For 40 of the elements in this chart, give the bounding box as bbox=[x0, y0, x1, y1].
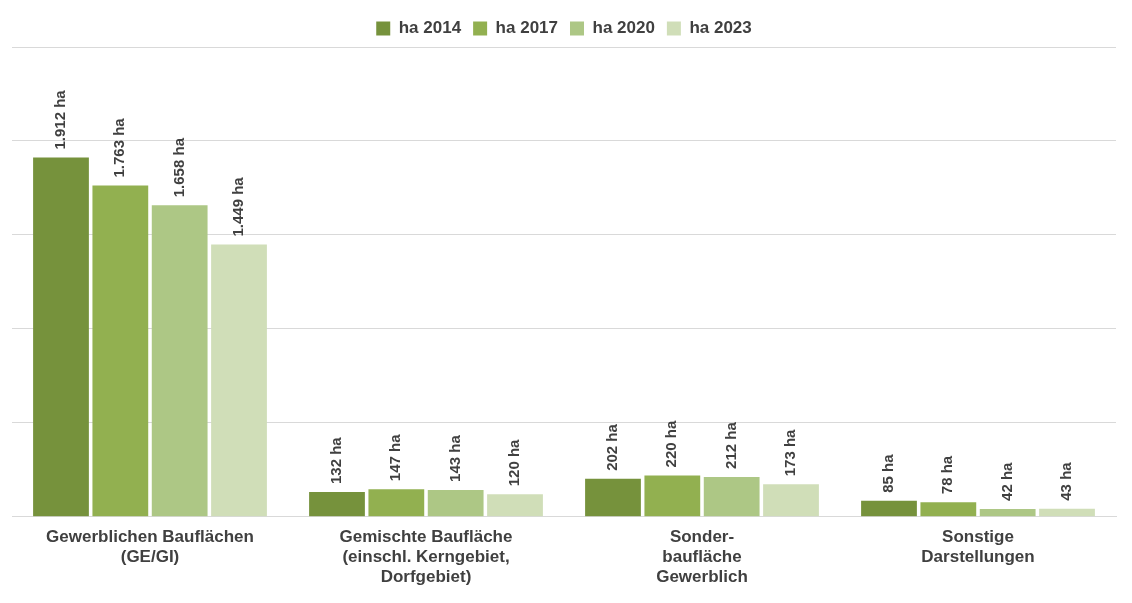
legend-label: ha 2023 bbox=[689, 18, 752, 38]
legend-label: ha 2017 bbox=[495, 18, 559, 38]
bar bbox=[1039, 508, 1095, 517]
bar bbox=[151, 205, 208, 517]
x-tick-label: Sonstige Darstellungen bbox=[921, 526, 1035, 567]
x-tick-label: Gemischte Baufläche (einschl. Kerngebiet, Dorfgebiet) bbox=[339, 526, 513, 587]
data-label: 1.658 ha bbox=[169, 137, 187, 198]
x-tick-label: Gewerblichen Bauflächen (GE/GI) bbox=[46, 526, 254, 567]
bar bbox=[309, 492, 365, 517]
data-label: 212 ha bbox=[721, 421, 739, 469]
data-label: 1.449 ha bbox=[229, 176, 247, 237]
bar bbox=[487, 494, 543, 517]
data-label: 43 ha bbox=[1057, 461, 1075, 501]
data-label: 42 ha bbox=[997, 461, 1015, 501]
bar bbox=[211, 244, 267, 517]
bar bbox=[368, 489, 425, 517]
legend-label: ha 2014 bbox=[398, 18, 462, 38]
data-label: 202 ha bbox=[603, 423, 621, 471]
data-label: 1.763 ha bbox=[110, 117, 128, 178]
data-label: 147 ha bbox=[386, 433, 404, 482]
bar bbox=[33, 157, 89, 517]
bar bbox=[92, 185, 149, 517]
bar bbox=[585, 478, 641, 517]
bar bbox=[920, 502, 977, 517]
data-label: 220 ha bbox=[662, 420, 680, 468]
data-label: 173 ha bbox=[781, 428, 799, 477]
x-tick-label: Sonder- baufläche Gewerblich bbox=[656, 526, 748, 587]
bar bbox=[861, 500, 917, 517]
legend-label: ha 2020 bbox=[592, 18, 655, 38]
data-label: 143 ha bbox=[445, 434, 463, 482]
data-label: 120 ha bbox=[505, 438, 523, 487]
bar bbox=[763, 484, 819, 517]
data-label: 1.912 ha bbox=[51, 89, 69, 150]
bar bbox=[427, 489, 484, 517]
bar bbox=[979, 508, 1036, 517]
bar bbox=[703, 476, 760, 517]
bar bbox=[644, 475, 701, 517]
data-label: 78 ha bbox=[938, 455, 956, 495]
data-label: 85 ha bbox=[879, 453, 897, 493]
data-label: 132 ha bbox=[327, 436, 345, 484]
